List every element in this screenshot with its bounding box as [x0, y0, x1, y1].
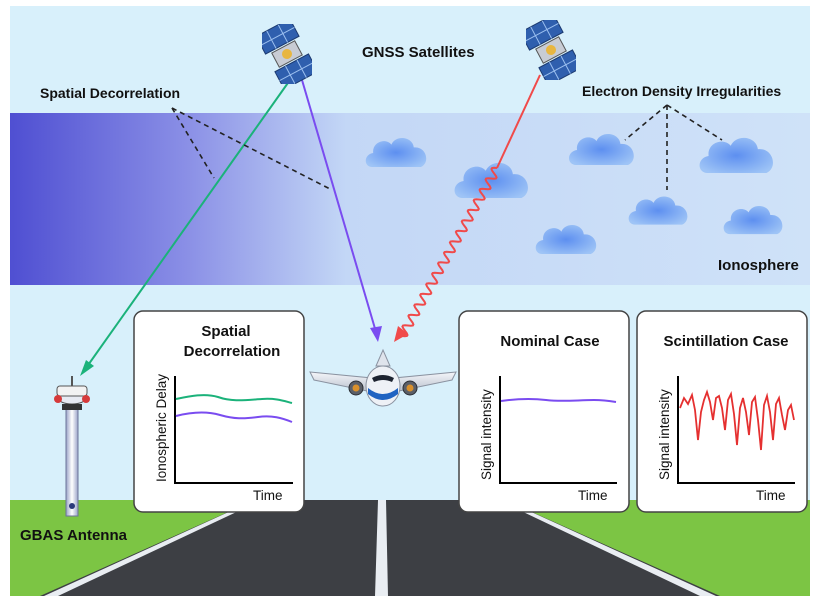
ionosphere-band [10, 113, 810, 285]
scintillation-panel-axes [677, 376, 795, 484]
nominal-panel-title: Nominal Case [500, 333, 599, 350]
scintillation-panel-xlabel: Time [756, 488, 786, 503]
spatial-panel-title-line2: Decorrelation [184, 343, 281, 360]
green-signal-path [85, 79, 291, 369]
nominal-panel-axes [499, 376, 617, 484]
decorrelation-leaders [171, 107, 333, 191]
spatial-panel-title-line1: Spatial [201, 323, 250, 340]
scintillation-panel-ylabel: Signal intensity [657, 389, 672, 480]
scintillation-red-curve [679, 389, 795, 451]
nominal-panel-ylabel: Signal intensity [479, 389, 494, 480]
electron-density-label: Electron Density Irregularities [582, 83, 781, 99]
red-arrowhead [394, 326, 408, 342]
airplane-icon [309, 348, 457, 407]
runway-edge-right [498, 500, 716, 596]
scintillation-case-panel: Scintillation Case Signal intensity Time [636, 310, 808, 513]
spatial-decorrelation-label: Spatial Decorrelation [40, 85, 180, 101]
spatial-purple-curve [175, 411, 293, 423]
green-arrowhead [80, 360, 94, 376]
spatial-green-curve [175, 394, 293, 404]
scintillation-panel-title: Scintillation Case [663, 333, 788, 350]
red-signal-path [496, 74, 541, 169]
spatial-decorrelation-panel: Spatial Decorrelation Ionospheric Delay … [133, 310, 305, 513]
spatial-panel-xlabel: Time [253, 488, 283, 503]
irregularity-leaders [624, 104, 723, 190]
gbas-antenna-label: GBAS Antenna [20, 527, 128, 544]
nominal-purple-curve [500, 397, 617, 403]
spatial-panel-axes [174, 376, 293, 484]
ionosphere-label: Ionosphere [718, 257, 799, 274]
satellites-label: GNSS Satellites [362, 44, 475, 61]
nominal-case-panel: Nominal Case Signal intensity Time [458, 310, 630, 513]
antenna-icon [54, 376, 90, 517]
nominal-panel-xlabel: Time [578, 488, 608, 503]
red-scintillated-path [401, 166, 498, 338]
purple-signal-path [301, 79, 377, 333]
runway-centerline [375, 500, 388, 596]
runway-edge-left [44, 500, 262, 596]
spatial-panel-ylabel: Ionospheric Delay [154, 374, 169, 482]
purple-arrowhead [370, 326, 382, 342]
